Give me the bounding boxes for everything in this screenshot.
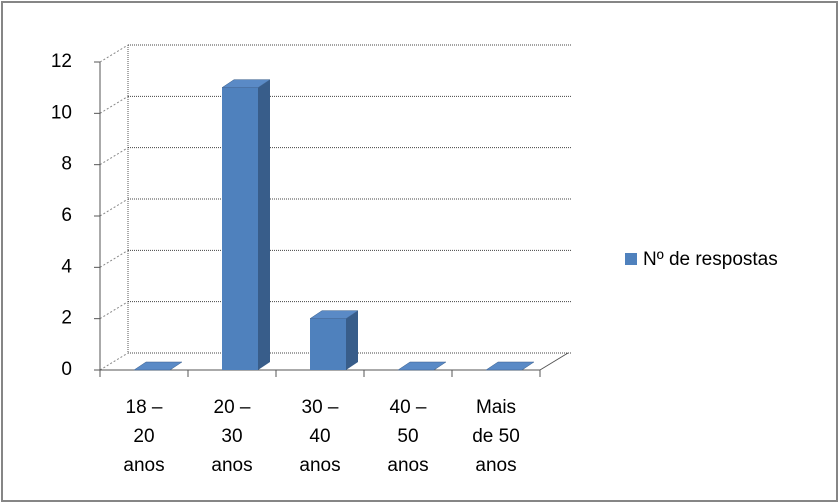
x-tick-label: 40 [309, 426, 330, 447]
x-tick-label: anos [387, 455, 428, 476]
x-tick-label: de 50 [472, 426, 520, 447]
y-tick-label: 10 [51, 102, 72, 123]
x-tick-label: 40 – [390, 397, 427, 418]
y-tick-label: 2 [61, 308, 72, 329]
x-tick-label: 30 – [302, 397, 339, 418]
floor-right [539, 352, 569, 371]
bar-top [221, 79, 271, 88]
bar [310, 318, 346, 370]
grid-line [99, 301, 129, 320]
x-tick-label: 20 [133, 426, 154, 447]
x-tick-label: anos [211, 455, 252, 476]
x-tick-label: 18 – [126, 397, 163, 418]
grid-line [99, 95, 129, 114]
y-tick-label: 12 [51, 51, 72, 72]
grid-line [99, 147, 129, 166]
y-tick-label: 4 [61, 256, 72, 277]
bar [222, 87, 258, 371]
x-tick-label: 20 – [214, 397, 251, 418]
bar-top [133, 361, 183, 371]
bar-top [309, 310, 359, 319]
legend-swatch [625, 253, 637, 265]
grid-line [99, 352, 129, 371]
x-tick-label: anos [123, 455, 164, 476]
bar-side [258, 79, 270, 371]
bar-top [397, 361, 447, 371]
grid-line [99, 249, 129, 268]
grid-line [99, 198, 129, 217]
y-tick-label: 8 [61, 154, 72, 175]
x-tick-label: 30 [221, 426, 242, 447]
bar-side [346, 310, 358, 370]
legend-label: Nº de respostas [643, 249, 778, 270]
grid-line [99, 44, 129, 63]
y-tick-label: 0 [61, 359, 72, 380]
x-tick-label: anos [299, 455, 340, 476]
x-tick-label: anos [475, 455, 516, 476]
bar-top [485, 361, 535, 371]
x-tick-label: Mais [476, 397, 516, 418]
x-tick-label: 50 [397, 426, 418, 447]
y-tick-label: 6 [61, 205, 72, 226]
